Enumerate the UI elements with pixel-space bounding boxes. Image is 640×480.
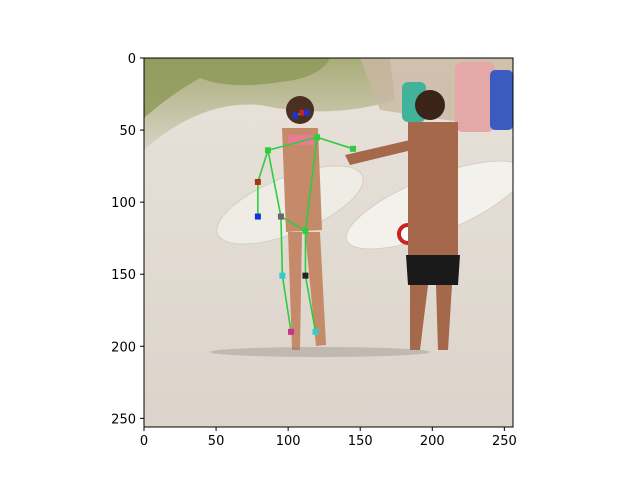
shadow <box>210 347 430 357</box>
skeleton-bone <box>280 216 284 276</box>
y-tick-label: 200 <box>111 340 136 355</box>
y-tick-label: 100 <box>111 196 136 211</box>
skeleton-joint <box>292 112 299 119</box>
skeleton-joint <box>277 213 284 220</box>
y-tick-label: 150 <box>111 268 136 283</box>
skeleton-bone <box>257 150 269 183</box>
y-tick-label: 250 <box>111 412 136 427</box>
skeleton-joint <box>302 227 309 234</box>
skeleton-joint <box>254 178 261 185</box>
x-tick-label: 200 <box>420 434 445 449</box>
skeleton-joint <box>264 147 271 154</box>
dune-grass <box>144 58 395 150</box>
pose-skeleton <box>254 109 357 335</box>
x-tick-label: 50 <box>208 434 225 449</box>
vegetation <box>144 58 330 118</box>
x-axis: 0 50 100 150 200 250 <box>140 427 517 449</box>
skeleton-bone <box>267 136 318 152</box>
skeleton-joint <box>288 328 295 335</box>
skeleton-joint <box>254 213 261 220</box>
axes-frame <box>143 57 514 428</box>
x-tick-label: 100 <box>276 434 301 449</box>
skeleton-joint <box>279 272 286 279</box>
y-axis: 0 50 100 150 200 250 <box>111 52 144 427</box>
skeleton-joint <box>312 328 319 335</box>
skeleton-bone <box>280 215 306 232</box>
skeleton-bone <box>304 275 317 333</box>
photo <box>144 58 513 427</box>
skeleton-joint <box>303 109 310 116</box>
person-right <box>345 90 460 350</box>
skeleton-bone <box>281 275 292 332</box>
bystander <box>455 62 495 132</box>
x-tick-label: 250 <box>492 434 517 449</box>
skeleton-bone <box>316 136 354 150</box>
skeleton-bone <box>267 150 282 217</box>
bystander-blue <box>490 70 513 130</box>
y-tick-label: 50 <box>119 124 136 139</box>
y-tick-label: 0 <box>128 52 136 67</box>
skeleton-joint <box>299 109 306 116</box>
skeleton-joint <box>313 134 320 141</box>
skeleton-joint <box>350 145 357 152</box>
skeleton-bone <box>304 137 318 232</box>
skeleton-joint <box>302 272 309 279</box>
x-tick-label: 150 <box>348 434 373 449</box>
x-tick-label: 0 <box>140 434 148 449</box>
